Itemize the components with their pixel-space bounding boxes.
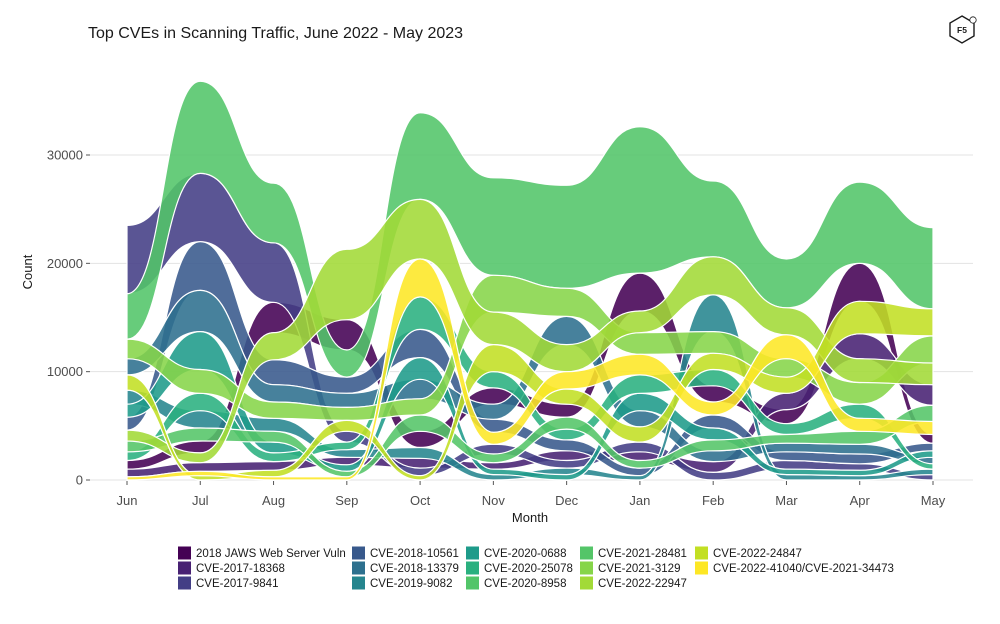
legend-label: CVE-2021-28481 bbox=[598, 548, 687, 560]
legend-swatch bbox=[178, 546, 191, 560]
legend-swatch bbox=[466, 546, 479, 560]
legend-swatch bbox=[580, 576, 593, 590]
legend-label: CVE-2021-3129 bbox=[598, 563, 680, 575]
legend-label: CVE-2017-9841 bbox=[196, 578, 278, 590]
x-tick-label: Apr bbox=[850, 493, 871, 508]
chart-title: Top CVEs in Scanning Traffic, June 2022 … bbox=[88, 25, 463, 42]
legend-swatch bbox=[580, 561, 593, 575]
legend-label: CVE-2022-24847 bbox=[713, 548, 802, 560]
y-axis-title: Count bbox=[20, 254, 35, 289]
legend-label: CVE-2020-25078 bbox=[484, 563, 573, 575]
stream-areas bbox=[126, 80, 934, 481]
legend-swatch bbox=[352, 576, 365, 590]
legend-swatch bbox=[695, 561, 708, 575]
legend-label: CVE-2022-41040/CVE-2021-34473 bbox=[713, 563, 894, 575]
legend-label: CVE-2022-22947 bbox=[598, 578, 687, 590]
legend-label: CVE-2017-18368 bbox=[196, 563, 285, 575]
series-area bbox=[126, 198, 934, 464]
series-area bbox=[126, 258, 934, 481]
legend-swatch bbox=[178, 576, 191, 590]
legend-swatch bbox=[466, 576, 479, 590]
legend-swatch bbox=[352, 561, 365, 575]
x-tick-label: Oct bbox=[410, 493, 431, 508]
f5-logo-badge bbox=[969, 16, 977, 24]
series-area bbox=[126, 404, 934, 478]
y-axis: 0 10000 20000 30000 bbox=[47, 148, 90, 488]
x-tick-label: Sep bbox=[335, 493, 358, 508]
x-tick-label: Jul bbox=[192, 493, 209, 508]
x-tick-label: Jun bbox=[117, 493, 138, 508]
x-tick-label: Aug bbox=[262, 493, 285, 508]
x-tick-label: Nov bbox=[482, 493, 506, 508]
legend-swatch bbox=[352, 546, 365, 560]
legend-label: CVE-2020-8958 bbox=[484, 578, 566, 590]
y-tick-label: 20000 bbox=[47, 256, 83, 271]
legend-label: CVE-2020-0688 bbox=[484, 548, 566, 560]
x-axis: Jun Jul Aug Sep Oct Nov Dec Jan Feb Mar Apr May bbox=[117, 481, 946, 508]
x-axis-title: Month bbox=[512, 510, 548, 525]
series-area bbox=[126, 241, 934, 477]
legend: 2018 JAWS Web Server Vuln CVE-2017-18368 C… bbox=[178, 546, 894, 590]
y-tick-label: 0 bbox=[76, 473, 83, 488]
legend-label: CVE-2019-9082 bbox=[370, 578, 452, 590]
legend-swatch bbox=[466, 561, 479, 575]
legend-label: 2018 JAWS Web Server Vuln bbox=[196, 548, 346, 560]
legend-swatch bbox=[178, 561, 191, 575]
y-tick-label: 10000 bbox=[47, 364, 83, 379]
x-tick-label: Jan bbox=[629, 493, 650, 508]
series-area bbox=[126, 300, 934, 481]
f5-logo-text: F5 bbox=[957, 25, 967, 35]
legend-label: CVE-2018-10561 bbox=[370, 548, 459, 560]
x-tick-label: Feb bbox=[702, 493, 724, 508]
x-tick-label: Mar bbox=[775, 493, 798, 508]
legend-swatch bbox=[580, 546, 593, 560]
f5-logo: F5 bbox=[949, 15, 977, 44]
x-tick-label: May bbox=[921, 493, 946, 508]
legend-label: CVE-2018-13379 bbox=[370, 563, 459, 575]
series-area bbox=[126, 80, 934, 378]
legend-swatch bbox=[695, 546, 708, 560]
y-tick-label: 30000 bbox=[47, 148, 83, 163]
x-tick-label: Dec bbox=[555, 493, 579, 508]
